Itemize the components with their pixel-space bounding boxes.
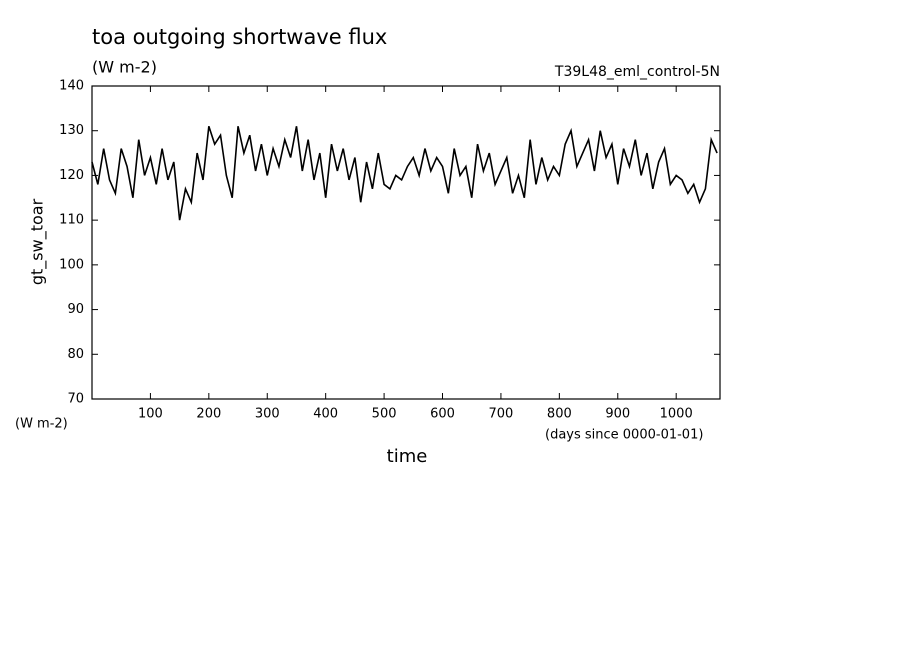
y-tick-label: 80 bbox=[67, 347, 84, 362]
x-tick-label: 1000 bbox=[660, 407, 693, 422]
x-tick-label: 900 bbox=[605, 407, 630, 422]
x-units: (days since 0000-01-01) bbox=[545, 428, 703, 443]
x-tick-label: 300 bbox=[255, 407, 280, 422]
y-tick-label: 130 bbox=[59, 123, 84, 138]
y-tick-label: 90 bbox=[67, 302, 84, 317]
x-tick-label: 700 bbox=[489, 407, 514, 422]
annotation: T39L48_eml_control-5N bbox=[554, 64, 720, 80]
y-tick-label: 140 bbox=[59, 79, 84, 94]
y-tick-label: 100 bbox=[59, 257, 84, 272]
y-tick-label: 110 bbox=[59, 213, 84, 228]
x-tick-label: 200 bbox=[196, 407, 221, 422]
x-tick-label: 100 bbox=[138, 407, 163, 422]
y-axis-label: gt_sw_toar bbox=[28, 198, 48, 285]
x-tick-label: 400 bbox=[313, 407, 338, 422]
plot-frame bbox=[91, 85, 721, 400]
y-tick-label: 120 bbox=[59, 168, 84, 183]
x-tick-label: 500 bbox=[372, 407, 397, 422]
x-tick-label: 800 bbox=[547, 407, 572, 422]
data-line bbox=[91, 125, 718, 221]
y-units: (W m-2) bbox=[15, 417, 68, 432]
x-axis-label: time bbox=[387, 446, 428, 467]
chart-subtitle: (W m-2) bbox=[92, 58, 157, 77]
y-tick-label: 70 bbox=[67, 392, 84, 407]
x-tick-label: 600 bbox=[430, 407, 455, 422]
chart-title: toa outgoing shortwave flux bbox=[92, 25, 387, 49]
